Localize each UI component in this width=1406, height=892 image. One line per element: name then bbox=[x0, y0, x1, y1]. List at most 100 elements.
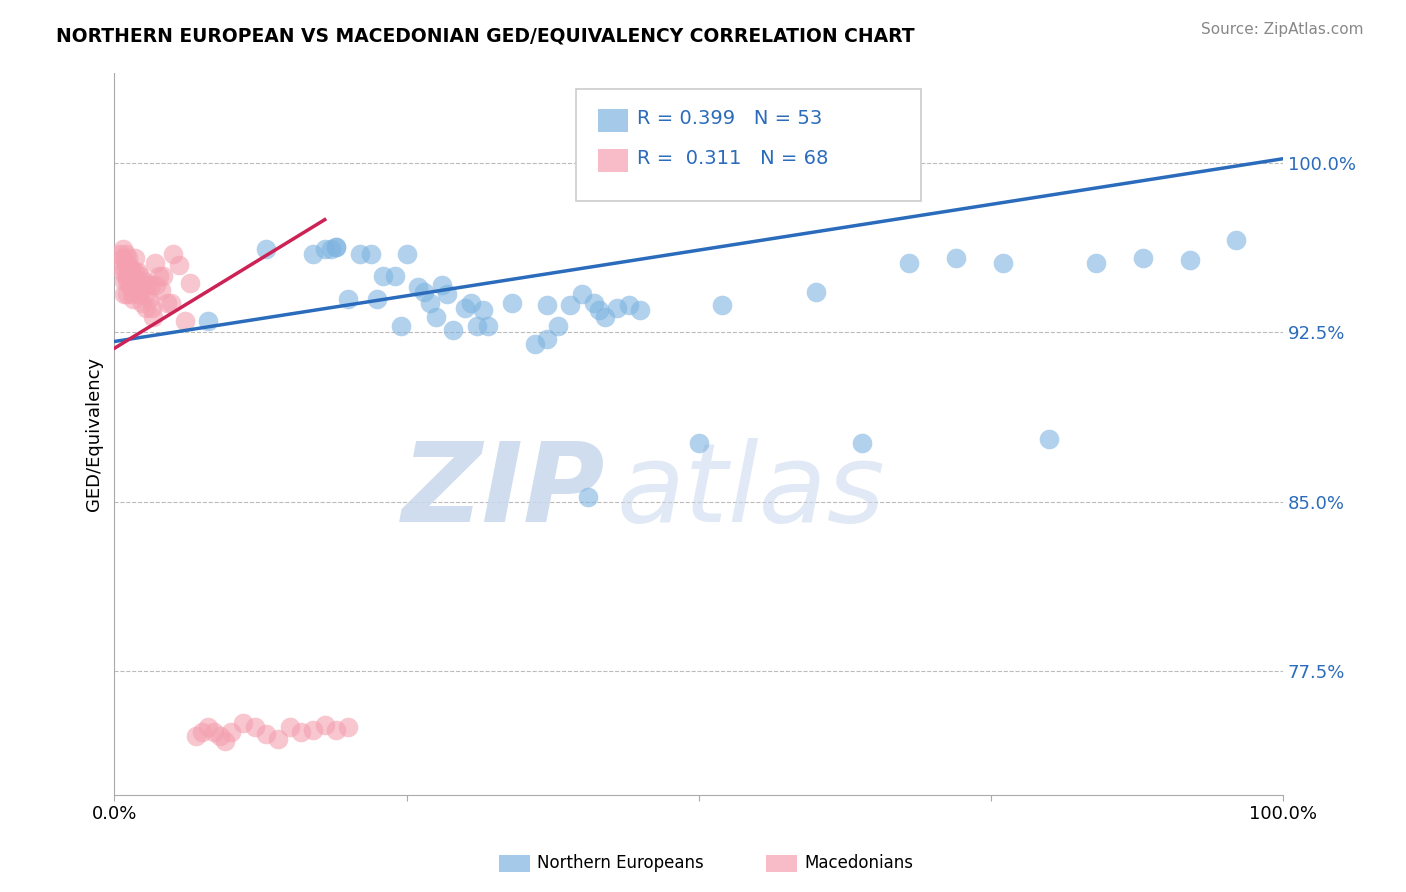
Point bbox=[111, 242, 134, 256]
Point bbox=[173, 314, 195, 328]
Point bbox=[314, 718, 336, 732]
Point bbox=[138, 292, 160, 306]
Point bbox=[121, 287, 143, 301]
Point bbox=[179, 276, 201, 290]
Point bbox=[441, 323, 464, 337]
Point bbox=[121, 268, 143, 283]
Point bbox=[325, 240, 347, 254]
Point bbox=[197, 314, 219, 328]
Point bbox=[135, 301, 157, 315]
Point bbox=[115, 268, 138, 283]
Text: R =  0.311   N = 68: R = 0.311 N = 68 bbox=[637, 149, 828, 169]
Point bbox=[395, 246, 418, 260]
Point bbox=[111, 264, 134, 278]
Point bbox=[1132, 251, 1154, 265]
Point bbox=[127, 264, 149, 278]
Point bbox=[290, 724, 312, 739]
Point bbox=[145, 278, 167, 293]
Point bbox=[139, 278, 162, 293]
Point bbox=[314, 242, 336, 256]
Point bbox=[325, 723, 347, 737]
Point bbox=[384, 268, 406, 283]
Point bbox=[152, 268, 174, 283]
Point bbox=[118, 278, 141, 293]
Point bbox=[117, 251, 139, 265]
Point bbox=[142, 310, 165, 324]
Point bbox=[711, 298, 734, 312]
Point bbox=[150, 283, 173, 297]
Point bbox=[1038, 432, 1060, 446]
Text: Northern Europeans: Northern Europeans bbox=[537, 855, 704, 872]
Point bbox=[114, 258, 136, 272]
Point bbox=[219, 724, 242, 739]
Point bbox=[111, 251, 134, 265]
Point bbox=[117, 268, 139, 283]
Point bbox=[1178, 253, 1201, 268]
Point bbox=[349, 246, 371, 260]
Point bbox=[851, 436, 873, 450]
Point bbox=[110, 258, 132, 272]
Text: atlas: atlas bbox=[617, 438, 886, 545]
Point bbox=[406, 280, 429, 294]
Point bbox=[606, 301, 628, 315]
Text: R = 0.399   N = 53: R = 0.399 N = 53 bbox=[637, 109, 823, 128]
Point bbox=[337, 292, 360, 306]
Point bbox=[430, 278, 453, 293]
Point bbox=[617, 298, 640, 312]
Point bbox=[191, 724, 214, 739]
Point bbox=[588, 302, 610, 317]
Point bbox=[124, 278, 146, 293]
Point bbox=[254, 727, 277, 741]
Point bbox=[465, 318, 488, 333]
Point bbox=[389, 318, 412, 333]
Point bbox=[536, 298, 558, 312]
Point bbox=[120, 280, 142, 294]
Point bbox=[319, 242, 342, 256]
Point bbox=[243, 720, 266, 734]
Point bbox=[141, 301, 163, 315]
Text: Source: ZipAtlas.com: Source: ZipAtlas.com bbox=[1201, 22, 1364, 37]
Point bbox=[582, 296, 605, 310]
Point bbox=[804, 285, 827, 299]
Point bbox=[628, 302, 651, 317]
Point bbox=[254, 242, 277, 256]
Point bbox=[436, 287, 458, 301]
Point bbox=[232, 715, 254, 730]
Point bbox=[688, 436, 710, 450]
Point bbox=[278, 720, 301, 734]
Point bbox=[413, 285, 436, 299]
Point bbox=[214, 734, 236, 748]
Point bbox=[124, 251, 146, 265]
Point bbox=[162, 246, 184, 260]
Point bbox=[454, 301, 477, 315]
Point bbox=[117, 274, 139, 288]
Point bbox=[112, 274, 135, 288]
Text: Macedonians: Macedonians bbox=[804, 855, 914, 872]
Point bbox=[471, 302, 494, 317]
Point bbox=[360, 246, 382, 260]
Point bbox=[156, 296, 179, 310]
Point bbox=[267, 731, 290, 746]
Point bbox=[122, 292, 145, 306]
Point bbox=[186, 730, 208, 744]
Point bbox=[337, 720, 360, 734]
Point bbox=[477, 318, 499, 333]
Point bbox=[325, 240, 347, 254]
Point bbox=[366, 292, 388, 306]
Point bbox=[1085, 255, 1108, 269]
Point bbox=[125, 283, 148, 297]
Point bbox=[136, 278, 159, 293]
Point bbox=[501, 296, 523, 310]
Point bbox=[197, 720, 219, 734]
Point bbox=[110, 246, 132, 260]
Point bbox=[131, 296, 153, 310]
Text: NORTHERN EUROPEAN VS MACEDONIAN GED/EQUIVALENCY CORRELATION CHART: NORTHERN EUROPEAN VS MACEDONIAN GED/EQUI… bbox=[56, 27, 915, 45]
Point bbox=[202, 724, 225, 739]
Y-axis label: GED/Equivalency: GED/Equivalency bbox=[86, 357, 103, 511]
Point bbox=[115, 246, 138, 260]
Point bbox=[129, 268, 152, 283]
Point bbox=[571, 287, 593, 301]
Point bbox=[167, 258, 190, 272]
Point bbox=[124, 264, 146, 278]
Point bbox=[122, 274, 145, 288]
